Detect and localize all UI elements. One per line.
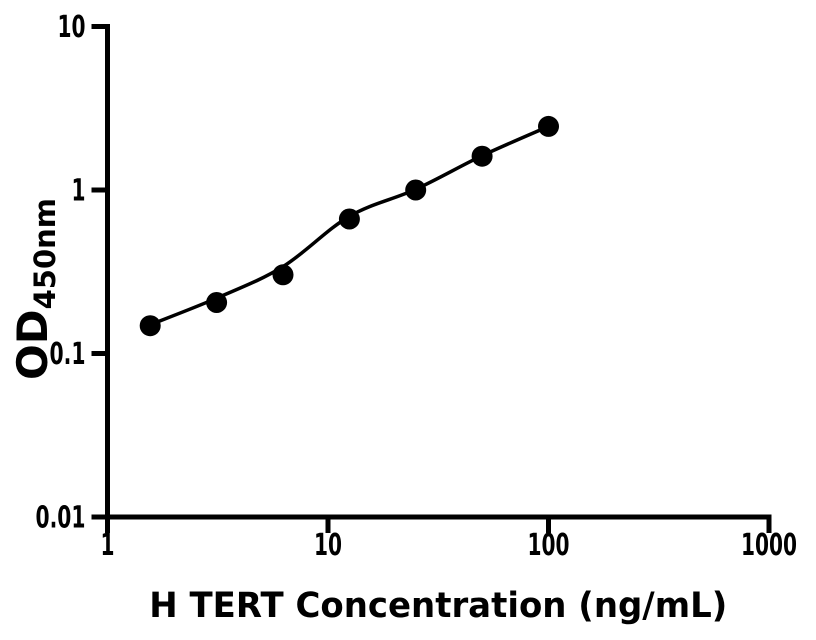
data-point-marker xyxy=(338,208,360,230)
x-tick-label: 100 xyxy=(528,528,570,563)
y-tick-label: 1 xyxy=(72,174,86,209)
data-point-marker xyxy=(139,315,161,337)
x-axis-title: H TERT Concentration (ng/mL) xyxy=(149,586,727,626)
x-tick-label: 1000 xyxy=(741,528,797,563)
y-axis-title-subscript: 450nm xyxy=(28,198,62,309)
y-tick-label: 10 xyxy=(58,10,86,45)
data-point-marker xyxy=(471,145,493,167)
x-tick-label: 10 xyxy=(314,528,342,563)
data-point-marker xyxy=(538,115,559,137)
y-tick-label: 0.01 xyxy=(36,501,86,536)
y-axis-title-main: OD xyxy=(8,309,57,380)
y-tick-label: 0.1 xyxy=(50,337,86,372)
y-axis-title: OD450nm xyxy=(8,198,62,380)
data-point-marker xyxy=(272,264,294,286)
data-point-marker xyxy=(206,292,228,313)
x-tick-label: 1 xyxy=(101,528,115,563)
data-point-marker xyxy=(405,179,427,201)
